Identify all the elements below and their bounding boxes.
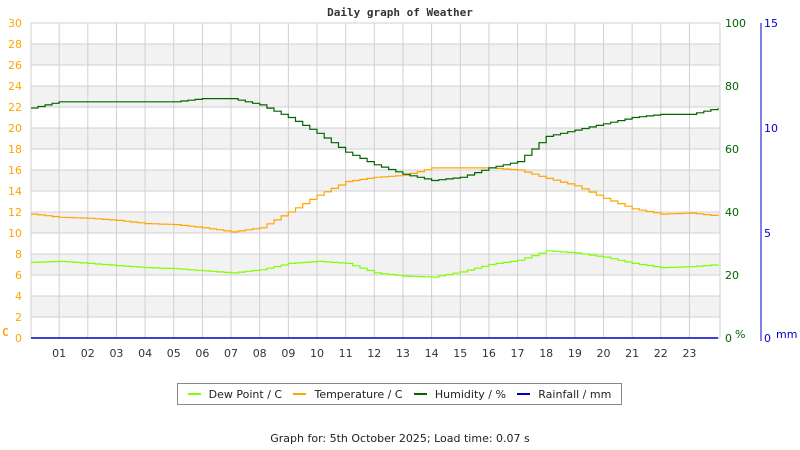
svg-text:15: 15 xyxy=(764,17,778,30)
rainfall-swatch xyxy=(517,393,531,395)
svg-text:40: 40 xyxy=(725,206,739,219)
legend-item-rainfall: Rainfall / mm xyxy=(517,388,611,401)
svg-text:14: 14 xyxy=(425,347,439,360)
svg-text:06: 06 xyxy=(195,347,209,360)
legend-item-humidity: Humidity / % xyxy=(413,387,506,401)
svg-text:0: 0 xyxy=(15,332,22,345)
svg-text:14: 14 xyxy=(8,185,22,198)
temperature-swatch xyxy=(293,393,307,395)
svg-text:60: 60 xyxy=(725,143,739,156)
svg-text:mm: mm xyxy=(776,328,797,341)
svg-text:10: 10 xyxy=(8,227,22,240)
svg-text:28: 28 xyxy=(8,38,22,51)
svg-text:2: 2 xyxy=(15,311,22,324)
svg-text:02: 02 xyxy=(81,347,95,360)
humidity-swatch xyxy=(413,393,427,395)
svg-text:80: 80 xyxy=(725,80,739,93)
svg-text:15: 15 xyxy=(453,347,467,360)
svg-text:03: 03 xyxy=(109,347,123,360)
svg-text:%: % xyxy=(735,328,745,341)
svg-text:16: 16 xyxy=(8,164,22,177)
svg-text:04: 04 xyxy=(138,347,152,360)
legend: Dew Point / C Temperature / C Humidity /… xyxy=(177,383,622,405)
svg-text:07: 07 xyxy=(224,347,238,360)
svg-text:26: 26 xyxy=(8,59,22,72)
svg-text:20: 20 xyxy=(725,269,739,282)
svg-text:30: 30 xyxy=(8,17,22,30)
svg-text:19: 19 xyxy=(568,347,582,360)
svg-text:12: 12 xyxy=(8,206,22,219)
svg-text:C: C xyxy=(2,326,9,339)
legend-label: Rainfall / mm xyxy=(538,387,612,401)
svg-text:16: 16 xyxy=(482,347,496,360)
svg-text:21: 21 xyxy=(625,347,639,360)
svg-text:4: 4 xyxy=(15,290,22,303)
svg-text:10: 10 xyxy=(764,122,778,135)
legend-label: Temperature / C xyxy=(314,387,403,401)
legend-label: Humidity / % xyxy=(434,387,506,401)
svg-text:01: 01 xyxy=(52,347,66,360)
legend-label: Dew Point / C xyxy=(208,387,283,401)
svg-text:09: 09 xyxy=(281,347,295,360)
legend-item-temperature: Temperature / C xyxy=(293,387,403,401)
svg-text:8: 8 xyxy=(15,248,22,261)
svg-text:22: 22 xyxy=(8,101,22,114)
svg-text:12: 12 xyxy=(367,347,381,360)
chart-plot: 01 02 03 04 05 06 07 08 09 10 11 12 13 14 15 16 17 18 19 20… xyxy=(2,17,797,360)
dew-point-swatch xyxy=(187,393,201,395)
svg-text:08: 08 xyxy=(253,347,267,360)
svg-text:18: 18 xyxy=(8,143,22,156)
svg-text:20: 20 xyxy=(597,347,611,360)
svg-text:05: 05 xyxy=(167,347,181,360)
chart-title: Daily graph of Weather xyxy=(327,6,473,19)
svg-text:13: 13 xyxy=(396,347,410,360)
svg-text:17: 17 xyxy=(511,347,525,360)
svg-text:20: 20 xyxy=(8,122,22,135)
svg-text:10: 10 xyxy=(310,347,324,360)
svg-text:6: 6 xyxy=(15,269,22,282)
svg-text:22: 22 xyxy=(654,347,668,360)
svg-text:11: 11 xyxy=(339,347,353,360)
svg-text:0: 0 xyxy=(764,332,771,345)
svg-text:18: 18 xyxy=(539,347,553,360)
svg-text:24: 24 xyxy=(8,80,22,93)
legend-item-dew-point: Dew Point / C xyxy=(187,387,283,401)
graph-footer: Graph for: 5th October 2025; Load time: … xyxy=(270,432,530,445)
svg-text:0: 0 xyxy=(725,332,732,345)
svg-text:23: 23 xyxy=(682,347,696,360)
svg-text:5: 5 xyxy=(764,227,771,240)
svg-text:100: 100 xyxy=(725,17,746,30)
